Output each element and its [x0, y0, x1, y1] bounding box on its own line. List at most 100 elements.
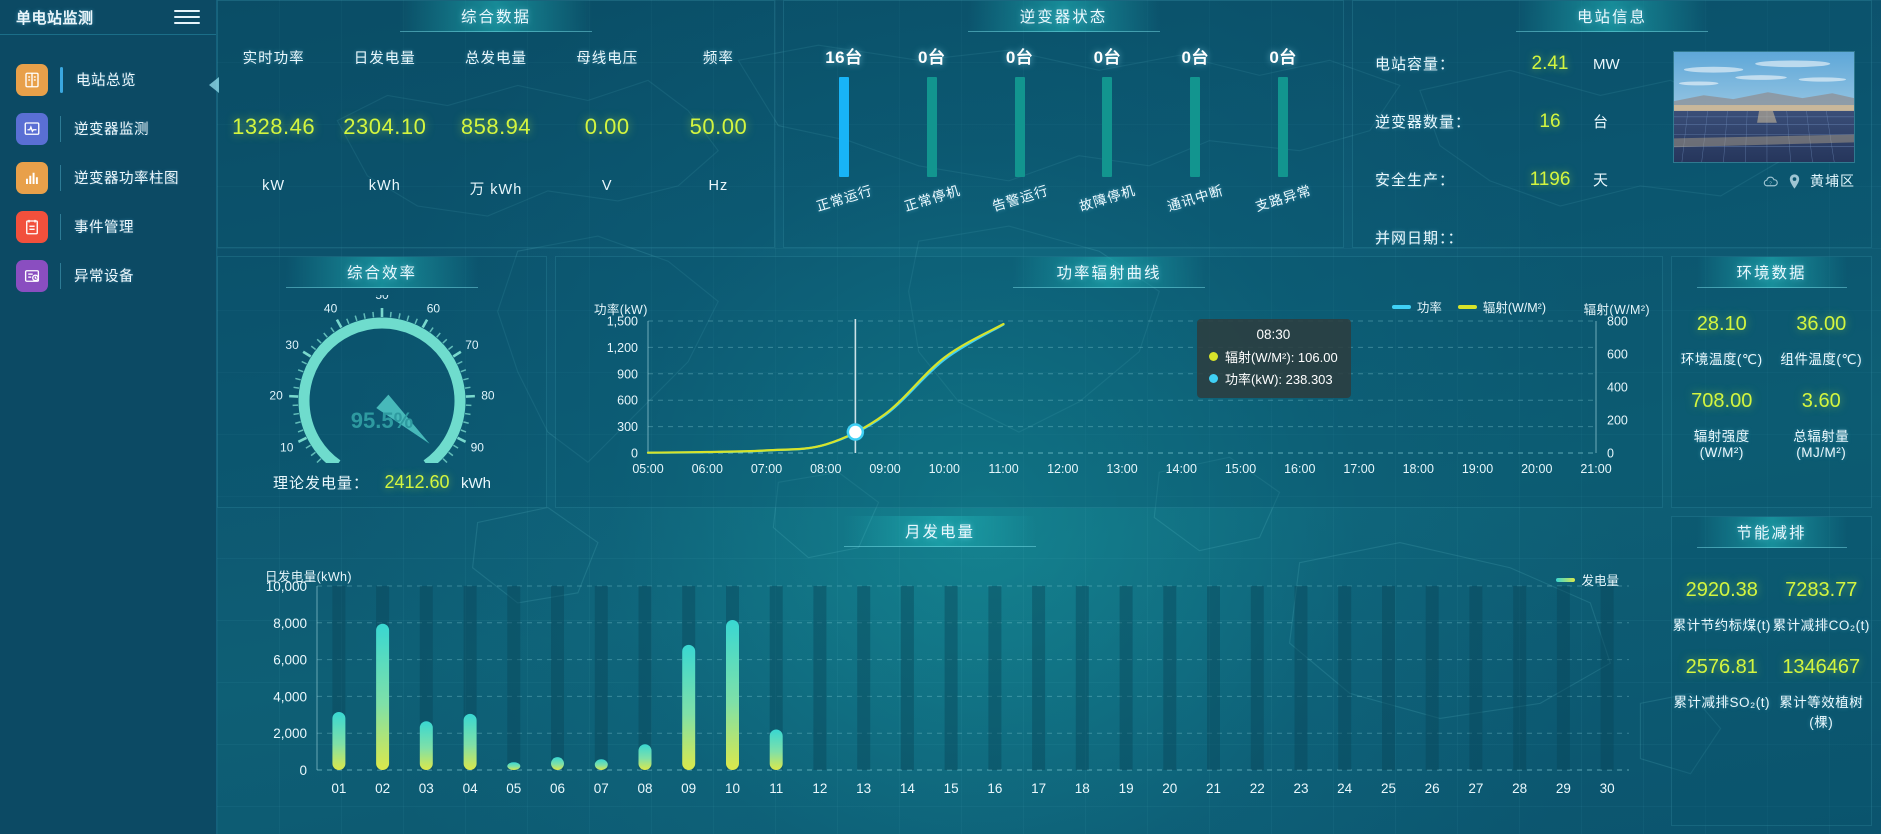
- svg-text:09: 09: [681, 781, 696, 796]
- svg-text:05:00: 05:00: [632, 462, 663, 476]
- power-irradiance-plot: 0 300 600 900 1,200 1,500 0 200 400 600 800 05:00 06…: [556, 257, 1662, 507]
- saving-label: 累计减排CO₂(t): [1772, 618, 1870, 633]
- svg-text:03: 03: [419, 781, 434, 796]
- energy-saving-panel: 节能减排 2920.38 累计节约标煤(t) 7283.77 累计减排CO₂(t…: [1671, 516, 1872, 826]
- svg-text:19:00: 19:00: [1462, 462, 1493, 476]
- info-unit: MW: [1593, 56, 1620, 73]
- svg-text:07: 07: [594, 781, 609, 796]
- theoretical-unit: kWh: [461, 475, 491, 492]
- comprehensive-data-panel: 综合数据 实时功率 1328.46 kW 日发电量 2304.10 kWh 总发…: [209, 0, 775, 248]
- sidebar-divider: [60, 66, 63, 93]
- status-count: 0台: [918, 48, 946, 67]
- info-key: 逆变器数量：: [1375, 114, 1472, 131]
- metric-value: 1328.46: [232, 114, 316, 139]
- metric-label: 实时功率: [242, 51, 305, 67]
- metric-daily-generation: 日发电量 2304.10 kWh: [329, 47, 440, 199]
- saving-value: 7283.77: [1785, 579, 1858, 601]
- inverter-status-branch-abnormal: 0台 支路异常: [1239, 43, 1327, 241]
- y2-axis-label: 辐射(W/M²): [1583, 303, 1650, 317]
- efficiency-panel: 综合效率 0102030405060708090100 95.5% 理论发电量：…: [217, 256, 547, 508]
- svg-text:02: 02: [375, 781, 390, 796]
- saving-value: 2576.81: [1685, 656, 1758, 678]
- saving-so2: 2576.81 累计减排SO₂(t): [1672, 656, 1772, 731]
- hamburger-icon[interactable]: [174, 7, 200, 27]
- svg-text:11: 11: [769, 781, 783, 796]
- station-photo-footer: ? 黄埔区: [1673, 171, 1855, 191]
- metric-label: 频率: [702, 51, 734, 67]
- tooltip-label: 辐射(W/M²): 106.00: [1225, 350, 1338, 365]
- svg-text:10: 10: [725, 781, 740, 796]
- legend-item-generation[interactable]: 发电量: [1556, 570, 1619, 589]
- comprehensive-metrics: 实时功率 1328.46 kW 日发电量 2304.10 kWh 总发电量 85…: [218, 47, 774, 199]
- env-total-irradiance: 3.60 总辐射量(MJ/M²): [1772, 390, 1872, 460]
- power-irradiance-chart-panel: 功率辐射曲线 功率(kW) 辐射(W/M²) 功率 辐射(W/M²) 0 300 6…: [555, 256, 1663, 508]
- sidebar-item-inverter-monitor[interactable]: 逆变器监测: [0, 104, 216, 153]
- gauge-value-text: 95.5%: [351, 408, 413, 433]
- svg-text:200: 200: [1607, 414, 1628, 428]
- svg-text:400: 400: [1607, 381, 1628, 395]
- info-row-safe-days: 安全生产： 1196 天: [1375, 169, 1665, 227]
- sidebar-divider: [60, 115, 61, 142]
- panel-title: 综合效率: [286, 257, 478, 288]
- svg-text:800: 800: [1607, 315, 1628, 329]
- sidebar-divider: [60, 213, 61, 240]
- status-label: 正常运行: [814, 182, 875, 215]
- sidebar-item-label: 事件管理: [74, 220, 134, 236]
- svg-text:29: 29: [1556, 781, 1571, 796]
- metric-unit: kWh: [368, 178, 401, 194]
- efficiency-gauge: 0102030405060708090100 95.5%: [261, 288, 503, 495]
- metric-unit: kW: [262, 178, 286, 194]
- overview-icon: [16, 63, 48, 96]
- status-bar: [1190, 77, 1201, 177]
- legend-item-power[interactable]: 功率: [1391, 297, 1442, 316]
- metric-realtime-power: 实时功率 1328.46 kW: [218, 47, 329, 199]
- inverter-status-comm-lost: 0台 通讯中断: [1151, 43, 1239, 241]
- info-value: 16: [1539, 111, 1561, 132]
- svg-text:1,500: 1,500: [607, 315, 638, 329]
- app-title: 单电站监测: [16, 9, 94, 27]
- inverter-status-fault-stop: 0台 故障停机: [1063, 43, 1151, 241]
- sidebar-item-inverter-power-bar[interactable]: 逆变器功率柱图: [0, 153, 216, 202]
- station-location: 黄埔区: [1810, 173, 1855, 189]
- svg-text:04: 04: [463, 781, 479, 796]
- chart-tooltip: 08:30 辐射(W/M²): 106.00 功率(kW): 238.303: [1197, 319, 1351, 398]
- panel-title: 综合数据: [400, 1, 592, 32]
- svg-text:07:00: 07:00: [751, 462, 782, 476]
- legend-swatch: [1457, 304, 1477, 309]
- info-value: 2.41: [1531, 53, 1569, 74]
- chart-legend: 功率 辐射(W/M²): [1391, 297, 1546, 316]
- env-value: 3.60: [1801, 390, 1841, 412]
- monitor-icon: [16, 112, 48, 145]
- svg-text:09:00: 09:00: [869, 462, 900, 476]
- tooltip-dot: [1209, 352, 1218, 361]
- info-key: 电站容量：: [1375, 56, 1456, 73]
- inverter-status-panel: 逆变器状态 16台 正常运行 0台 正常停机 0台 告警运行: [783, 0, 1344, 248]
- svg-text:60: 60: [427, 301, 441, 315]
- legend-item-irradiance[interactable]: 辐射(W/M²): [1457, 297, 1546, 316]
- svg-text:40: 40: [324, 301, 338, 315]
- saving-co2: 7283.77 累计减排CO₂(t): [1772, 579, 1872, 634]
- svg-text:27: 27: [1468, 781, 1483, 796]
- status-count: 0台: [1181, 48, 1209, 67]
- info-row-grid-date: 并网日期：：: [1375, 227, 1665, 285]
- svg-text:0: 0: [631, 447, 638, 461]
- status-count: 0台: [1093, 48, 1122, 67]
- y-axis-label: 日发电量(kWh): [265, 570, 352, 584]
- status-count: 0台: [1005, 48, 1034, 67]
- svg-text:17: 17: [1031, 781, 1046, 796]
- svg-text:14: 14: [900, 781, 916, 796]
- prev-arrow-icon[interactable]: [209, 77, 219, 93]
- svg-text:20:00: 20:00: [1521, 462, 1552, 476]
- legend-label: 功率: [1416, 301, 1442, 315]
- saving-label: 累计等效植树(棵): [1779, 695, 1864, 730]
- sidebar-divider: [60, 262, 61, 289]
- status-label: 告警运行: [990, 182, 1050, 215]
- tooltip-label: 功率(kW): 238.303: [1225, 372, 1333, 387]
- sidebar-item-event-management[interactable]: 事件管理: [0, 202, 216, 251]
- sidebar-item-abnormal-device[interactable]: 异常设备: [0, 251, 216, 300]
- svg-text:19: 19: [1119, 781, 1134, 796]
- sidebar-item-overview[interactable]: 电站总览: [0, 55, 216, 104]
- info-row-inverter-count: 逆变器数量： 16 台: [1375, 111, 1665, 169]
- info-value: 1196: [1529, 169, 1571, 190]
